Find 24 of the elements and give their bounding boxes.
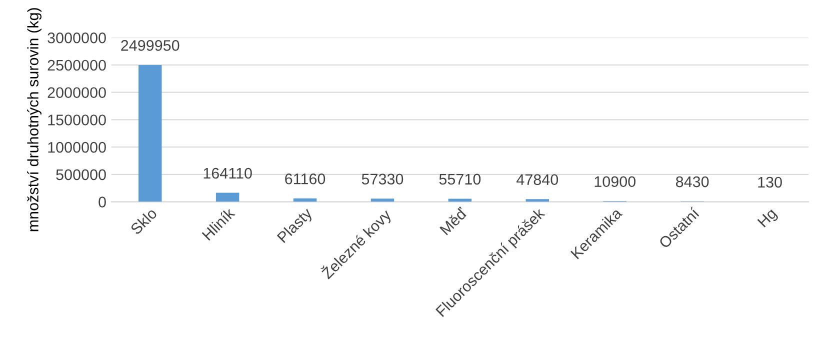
data-label: 8430 — [676, 176, 709, 188]
data-label: 47840 — [516, 174, 558, 186]
bar — [370, 198, 394, 202]
x-tick-label: Hg — [757, 208, 780, 230]
bar — [448, 198, 472, 202]
y-tick-label: 3000000 — [48, 32, 106, 44]
y-tick-label: 2000000 — [48, 87, 106, 98]
bar — [138, 64, 162, 202]
data-label: 2499950 — [121, 40, 180, 51]
bar — [526, 199, 550, 202]
bar — [216, 192, 240, 202]
y-tick-label: 2500000 — [48, 60, 106, 71]
y-tick-label: 0 — [98, 196, 106, 208]
data-label: 57330 — [362, 174, 404, 185]
y-tick-label: 1000000 — [48, 142, 106, 153]
y-tick-label: 500000 — [56, 169, 106, 180]
data-label: 10900 — [594, 176, 636, 188]
data-label: 61160 — [285, 173, 326, 184]
x-tick-label: Sklo — [130, 207, 158, 236]
data-label: 164110 — [204, 168, 252, 179]
data-label: 130 — [758, 176, 782, 188]
y-tick-label: 1500000 — [48, 114, 106, 126]
y-axis-title: množství druhotných surovin (kg) — [27, 8, 42, 232]
data-label: 55710 — [439, 174, 481, 185]
